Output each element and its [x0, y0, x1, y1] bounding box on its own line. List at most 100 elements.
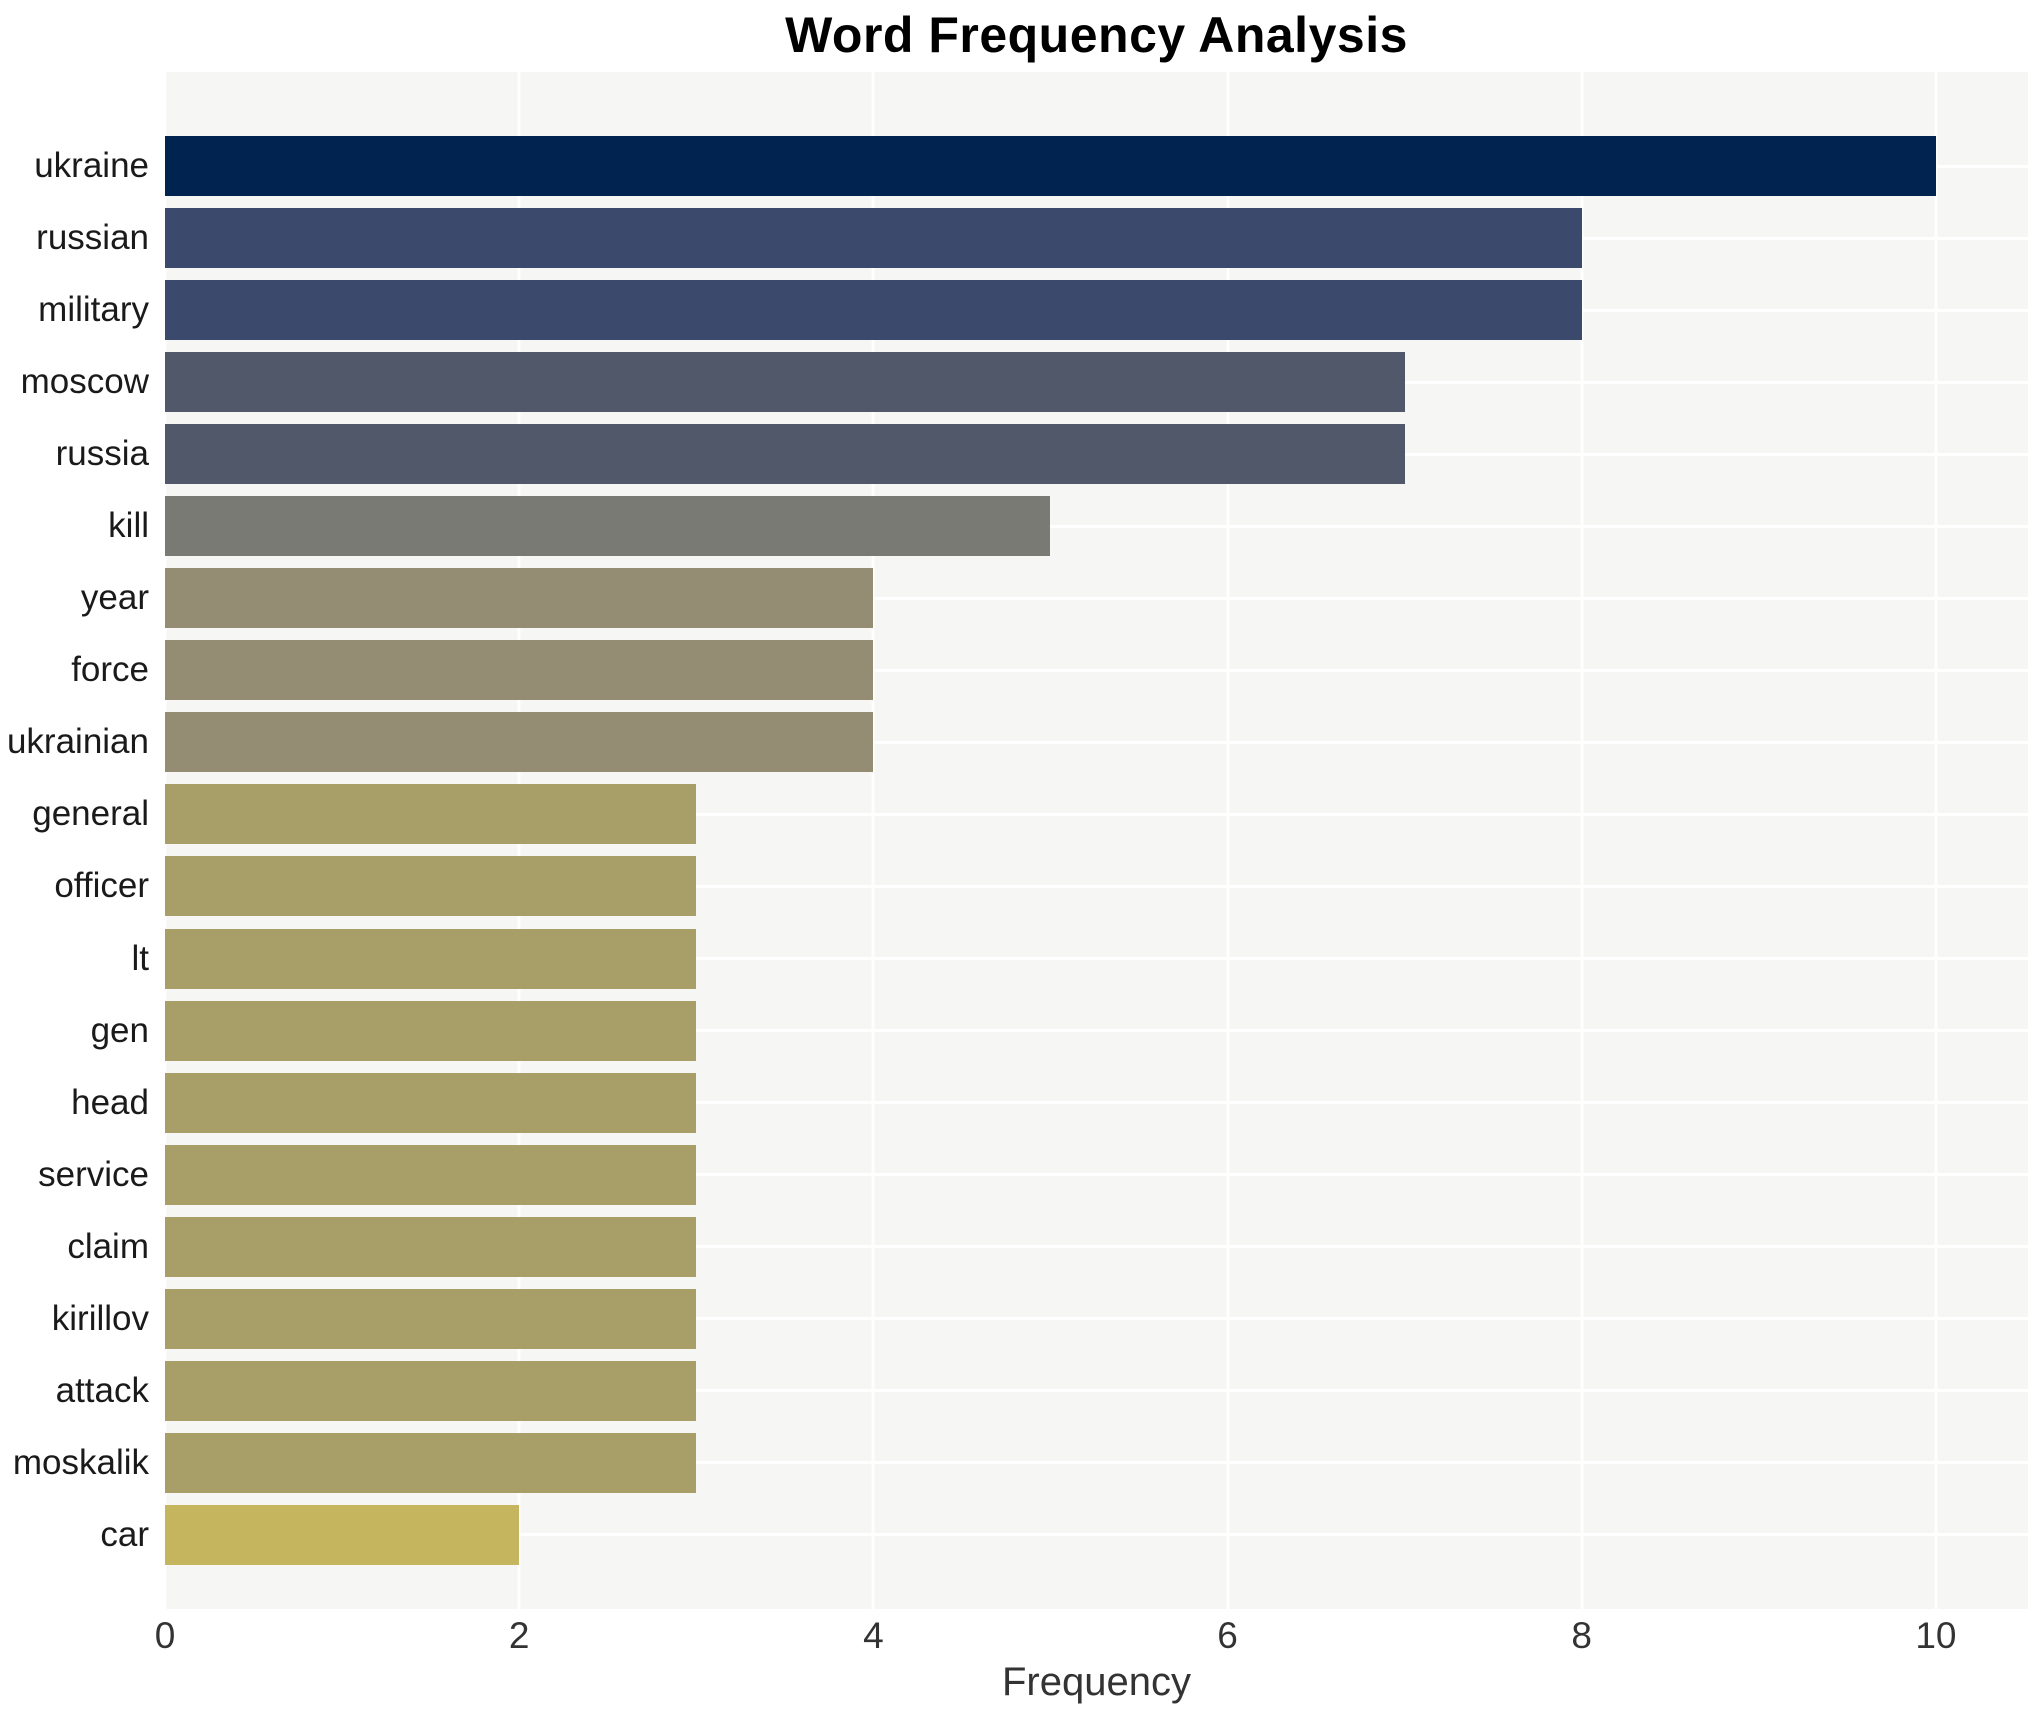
- bar-row: ukraine: [0, 130, 2028, 202]
- bar-row: moskalik: [0, 1427, 2028, 1499]
- horizontal-gridline: [165, 957, 2028, 961]
- bar-russia: [165, 424, 1405, 485]
- horizontal-gridline: [165, 524, 2028, 528]
- bar-service: [165, 1144, 697, 1205]
- bar-track: [165, 490, 2028, 562]
- category-label: kirillov: [51, 1298, 149, 1338]
- bar-track: [165, 274, 2028, 346]
- bar-military: [165, 280, 1582, 341]
- vertical-gridline: [1934, 72, 1938, 1609]
- bar-track: [165, 1211, 2028, 1283]
- category-label: lt: [131, 938, 150, 978]
- bar-row: ukrainian: [0, 706, 2028, 778]
- bar-track: [165, 995, 2028, 1067]
- bar-row: gen: [0, 995, 2028, 1067]
- bar-row: year: [0, 562, 2028, 634]
- category-label: claim: [67, 1226, 149, 1266]
- bar-force: [165, 640, 874, 701]
- bar-track: [165, 1283, 2028, 1355]
- bar-attack: [165, 1360, 697, 1421]
- bar-moskalik: [165, 1432, 697, 1493]
- bar-kirillov: [165, 1288, 697, 1349]
- horizontal-gridline: [165, 1029, 2028, 1033]
- category-label: general: [32, 794, 149, 834]
- x-tick-label: 4: [863, 1615, 884, 1656]
- x-axis-ticks: 0 2 4 6 8 10: [155, 1615, 2028, 1657]
- bar-ukrainian: [165, 712, 874, 773]
- category-label: officer: [54, 866, 149, 906]
- bar-track: [165, 1355, 2028, 1427]
- bar-moscow: [165, 352, 1405, 413]
- bar-track: [165, 850, 2028, 922]
- bar-track: [165, 418, 2028, 490]
- chart-title: Word Frequency Analysis: [785, 7, 1408, 63]
- horizontal-gridline: [165, 1461, 2028, 1465]
- category-label: force: [71, 650, 149, 690]
- category-label: kill: [108, 506, 149, 546]
- x-tick-label: 6: [1217, 1615, 1238, 1656]
- horizontal-gridline: [165, 740, 2028, 744]
- category-label: year: [80, 578, 149, 618]
- category-label: car: [100, 1514, 149, 1554]
- bar-year: [165, 568, 874, 629]
- bar-track: [165, 634, 2028, 706]
- bar-officer: [165, 856, 697, 917]
- bar-row: attack: [0, 1355, 2028, 1427]
- bar-row: moscow: [0, 346, 2028, 418]
- bar-row: force: [0, 634, 2028, 706]
- horizontal-gridline: [165, 668, 2028, 672]
- bar-head: [165, 1072, 697, 1133]
- bar-track: [165, 706, 2028, 778]
- bar-russian: [165, 208, 1582, 269]
- category-label: head: [71, 1082, 149, 1122]
- bar-row: officer: [0, 850, 2028, 922]
- category-label: ukraine: [34, 146, 149, 186]
- category-label: ukrainian: [6, 722, 149, 762]
- category-label: moscow: [20, 362, 149, 402]
- bar-row: military: [0, 274, 2028, 346]
- bar-track: [165, 923, 2028, 995]
- bar-lt: [165, 928, 697, 989]
- horizontal-gridline: [165, 1101, 2028, 1105]
- horizontal-gridline: [165, 1173, 2028, 1177]
- category-label: moskalik: [12, 1442, 149, 1482]
- bar-track: [165, 1499, 2028, 1571]
- bar-rows-container: ukraine russian military moscow russia kill ye…: [0, 72, 2028, 1609]
- category-label: service: [38, 1154, 149, 1194]
- horizontal-gridline: [165, 812, 2028, 816]
- bar-car: [165, 1504, 520, 1565]
- horizontal-gridline: [165, 1533, 2028, 1537]
- bar-track: [165, 202, 2028, 274]
- category-label: military: [38, 290, 149, 330]
- bar-row: car: [0, 1499, 2028, 1571]
- x-tick-label: 8: [1571, 1615, 1593, 1656]
- bar-gen: [165, 1000, 697, 1061]
- bar-row: claim: [0, 1211, 2028, 1283]
- vertical-gridline: [871, 72, 875, 1609]
- bar-track: [165, 1067, 2028, 1139]
- x-tick-label: 2: [508, 1615, 530, 1656]
- bar-track: [165, 778, 2028, 850]
- x-tick-label: 10: [1915, 1615, 1957, 1656]
- category-label: gen: [90, 1010, 149, 1050]
- bar-row: lt: [0, 923, 2028, 995]
- bar-row: russian: [0, 202, 2028, 274]
- bar-row: head: [0, 1067, 2028, 1139]
- bar-row: kill: [0, 490, 2028, 562]
- horizontal-gridline: [165, 1245, 2028, 1249]
- vertical-gridline: [1226, 72, 1230, 1609]
- vertical-gridline: [1580, 72, 1584, 1609]
- bar-track: [165, 562, 2028, 634]
- horizontal-gridline: [165, 1389, 2028, 1393]
- horizontal-gridline: [165, 1317, 2028, 1321]
- category-label: russian: [36, 218, 149, 258]
- bar-claim: [165, 1216, 697, 1277]
- horizontal-gridline: [165, 884, 2028, 888]
- category-label: russia: [55, 434, 149, 474]
- bar-track: [165, 346, 2028, 418]
- bar-track: [165, 1427, 2028, 1499]
- bar-row: service: [0, 1139, 2028, 1211]
- x-tick-label: 0: [154, 1615, 176, 1656]
- bar-track: [165, 1139, 2028, 1211]
